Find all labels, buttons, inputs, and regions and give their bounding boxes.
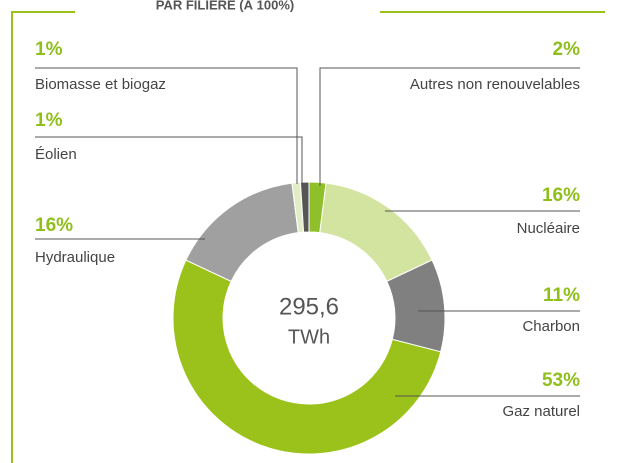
- value-label: 1%: [35, 39, 63, 60]
- leader-line: [35, 136, 303, 184]
- value-label: 1%: [35, 110, 63, 131]
- donut-segment: [299, 181, 310, 233]
- center-unit: TWh: [288, 326, 330, 348]
- category-label: Éolien: [35, 146, 77, 163]
- category-label: Charbon: [522, 318, 580, 335]
- chart-title: PAR FILIÈRE (À 100%): [156, 0, 294, 12]
- value-label: 11%: [543, 285, 580, 306]
- center-value: 295,6: [279, 293, 339, 320]
- donut-segment: [185, 182, 299, 283]
- category-label: Autres non renouvelables: [410, 76, 580, 93]
- category-label: Nucléaire: [517, 220, 580, 237]
- value-label: 16%: [542, 185, 580, 206]
- value-label: 16%: [35, 215, 73, 236]
- value-label: 53%: [542, 370, 580, 391]
- category-label: Hydraulique: [35, 249, 115, 266]
- donut-segment: [319, 182, 433, 283]
- leader-line: [319, 67, 580, 186]
- category-label: Gaz naturel: [502, 403, 580, 420]
- frame-left: [11, 11, 75, 463]
- value-label: 2%: [553, 39, 581, 60]
- category-label: Biomasse et biogaz: [35, 76, 166, 93]
- donut-segment: [172, 259, 442, 455]
- leader-line: [35, 67, 298, 184]
